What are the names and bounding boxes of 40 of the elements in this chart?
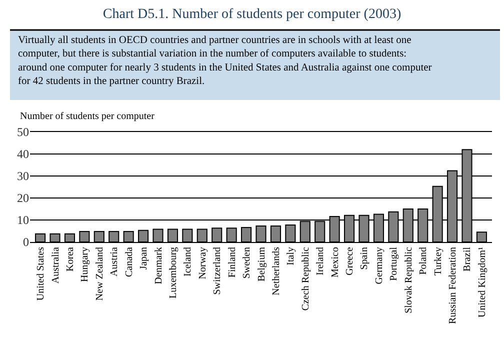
x-tick-label: Hungary — [80, 247, 91, 282]
x-tick-label: Luxembourg — [168, 247, 179, 298]
x-tick-label: Japan — [138, 247, 150, 270]
x-tick-label: Korea — [64, 246, 76, 272]
x-tick-label: Sweden — [242, 247, 253, 279]
x-tick-label: Netherlands — [270, 246, 282, 296]
y-tick-label: 10 — [17, 213, 29, 228]
x-tick-label: Belgium — [256, 246, 268, 282]
x-tick-label: Austria — [109, 246, 120, 276]
x-tick-label: Ireland — [315, 247, 326, 276]
x-tick-label: Spain — [359, 247, 370, 270]
x-tick-label: Denmark — [153, 247, 164, 284]
x-tick-label: Greece — [344, 246, 356, 276]
x-tick-label: Germany — [374, 247, 385, 284]
y-tick-label: 20 — [17, 191, 29, 206]
y-tick-label: 40 — [17, 147, 29, 162]
x-tick-label: Poland — [418, 247, 430, 275]
x-tick-label: Canada — [124, 246, 135, 277]
x-tick-label: Iceland — [182, 247, 194, 276]
x-tick-label: Switzerland — [212, 247, 224, 295]
y-axis-title: Number of students per computer — [20, 111, 156, 122]
x-tick-label: Brazil — [462, 246, 474, 272]
x-tick-label: Russian Federation — [448, 247, 459, 324]
chart-title: Chart D5.1. Number of students per computer (2003) — [102, 6, 402, 22]
y-tick-label: 0 — [23, 235, 29, 250]
x-tick-label: United States — [36, 246, 47, 301]
y-tick-label: 50 — [17, 125, 29, 140]
chart-subtitle: Virtually all students in OECD countries and partner countries are in schools with at least one computer, but there is substantial variation in the number of computers available to students: around one computer for nearly 3 students in the United States and Australia against one computer for 42 students in the partner country Brazil. — [18, 35, 432, 87]
x-tick-label: Czech Republic — [300, 246, 312, 311]
x-tick-label: Turkey — [432, 247, 444, 276]
x-tick-label: New Zealand — [94, 247, 106, 301]
y-tick-label: 30 — [17, 169, 29, 184]
x-tick-label: Portugal — [388, 246, 400, 281]
x-tick-label: Norway — [197, 247, 208, 280]
x-tick-label: Finland — [226, 247, 238, 278]
x-tick-label: Australia — [50, 246, 62, 284]
x-tick-label: United Kingdom¹ — [476, 247, 488, 318]
x-tick-label: Italy — [286, 247, 297, 266]
x-tick-label: Slovak Republic — [403, 246, 414, 314]
x-tick-label: Mexico — [330, 247, 341, 278]
